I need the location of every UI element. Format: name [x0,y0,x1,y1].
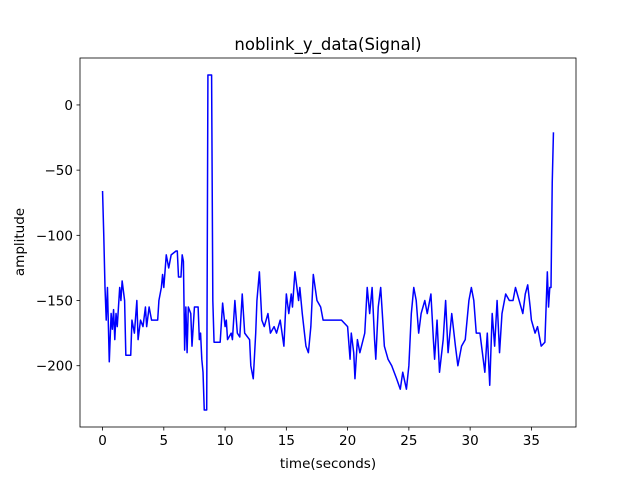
x-tick-label: 10 [216,433,233,449]
y-tick-label: −100 [36,228,73,244]
plot-frame [79,57,577,428]
y-tick-label: −150 [36,294,73,310]
y-axis-label: amplitude [12,208,28,276]
data-line [101,74,555,411]
y-tick-label: 0 [64,98,73,114]
y-tick-label: −50 [45,163,74,179]
x-axis-label: time(seconds) [280,456,376,472]
x-tick-label: 15 [278,433,295,449]
x-tick-label: 0 [98,433,107,449]
x-tick-label: 25 [400,433,417,449]
chart-title: noblink_y_data(Signal) [234,35,421,55]
x-tick-label: 20 [339,433,356,449]
x-tick-label: 30 [462,433,479,449]
x-tick-label: 35 [523,433,540,449]
x-tick-label: 5 [160,433,169,449]
y-tick-label: −200 [36,359,73,375]
